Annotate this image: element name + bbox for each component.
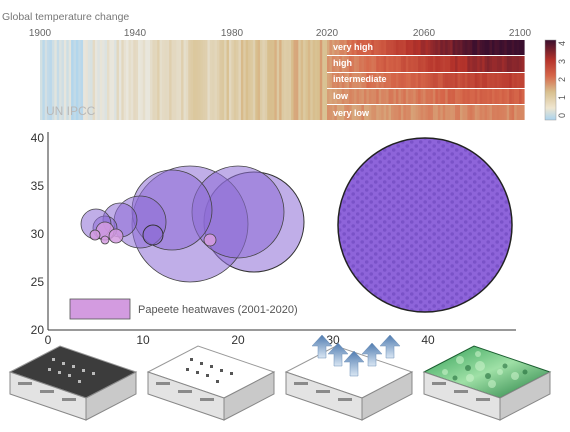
heatwave-bubble <box>142 224 164 246</box>
bubble-plot: 20 25 30 35 40 0 10 20 30 40 <box>31 131 516 347</box>
large-dotted-circle <box>337 137 513 313</box>
heatwave-bubbles <box>80 165 305 283</box>
building-panels <box>8 334 552 421</box>
arrow-up-icon <box>343 350 365 377</box>
scenario-label-low: low <box>333 91 349 101</box>
colorbar-tick: 4 <box>557 41 567 46</box>
x-tick: 0 <box>45 333 52 347</box>
updraft-building-icon <box>284 334 414 421</box>
colorbar-tick: 0 <box>557 113 567 118</box>
right-wall <box>85 371 137 421</box>
colorbar-tick: 1 <box>557 95 567 100</box>
updraft-arrows <box>311 334 401 377</box>
arrow-up-icon <box>361 342 383 367</box>
stripes-watermark: UN IPCC <box>46 104 96 118</box>
year-label: 2060 <box>413 28 436 39</box>
y-axis-ticks: 20 25 30 35 40 <box>31 131 45 337</box>
papeete-bubble <box>89 229 101 241</box>
y-tick: 35 <box>31 179 45 193</box>
scenario-stripes <box>327 40 525 120</box>
papeete-bubble <box>100 235 110 245</box>
arrow-up-icon <box>327 342 349 367</box>
legend-label: Papeete heatwaves (2001-2020) <box>138 304 298 316</box>
stripes-colorbar: 0 1 2 3 4 <box>544 39 567 121</box>
right-wall <box>223 371 275 421</box>
y-tick: 40 <box>31 131 45 145</box>
scenario-label-intermediate: intermediate <box>333 74 387 84</box>
stripes-year-axis: 1900 1940 1980 2020 2060 2100 <box>29 28 532 39</box>
dark-roof-building-icon <box>8 345 138 421</box>
scenario-label-very-high: very high <box>333 42 373 52</box>
arrow-up-icon <box>311 334 333 359</box>
year-label: 2100 <box>509 28 532 39</box>
colorbar-tick: 3 <box>557 59 567 64</box>
y-tick: 20 <box>31 323 45 337</box>
white-roof-building-icon <box>146 345 276 421</box>
arrow-up-icon <box>379 334 401 359</box>
papeete-bubble <box>108 228 124 244</box>
y-tick: 30 <box>31 227 45 241</box>
stripes-title: Global temperature change <box>2 11 129 23</box>
scenario-label-very-low: very low <box>333 108 370 118</box>
year-label: 1940 <box>124 28 147 39</box>
year-label: 2020 <box>316 28 339 39</box>
year-label: 1900 <box>29 28 52 39</box>
colorbar-gradient <box>544 39 557 121</box>
x-tick: 40 <box>421 333 435 347</box>
green-roof-building-icon <box>422 345 552 421</box>
legend: Papeete heatwaves (2001-2020) <box>69 298 298 320</box>
historical-stripes <box>40 40 328 120</box>
x-axis-ticks: 0 10 20 30 40 <box>45 333 435 347</box>
scenario-label-high: high <box>333 58 352 68</box>
y-tick: 25 <box>31 275 45 289</box>
colorbar-tick: 2 <box>557 77 567 82</box>
scenario-labels: very high high intermediate low very low <box>333 42 387 118</box>
x-tick: 20 <box>231 333 245 347</box>
year-label: 1980 <box>221 28 244 39</box>
warming-stripes-panel: Global temperature change 1900 1940 1980… <box>2 11 567 121</box>
right-wall <box>361 371 413 421</box>
papeete-bubble <box>203 233 217 247</box>
large-circle-pattern <box>337 137 513 313</box>
legend-swatch <box>69 298 131 320</box>
x-tick: 10 <box>136 333 150 347</box>
right-wall <box>499 371 551 421</box>
